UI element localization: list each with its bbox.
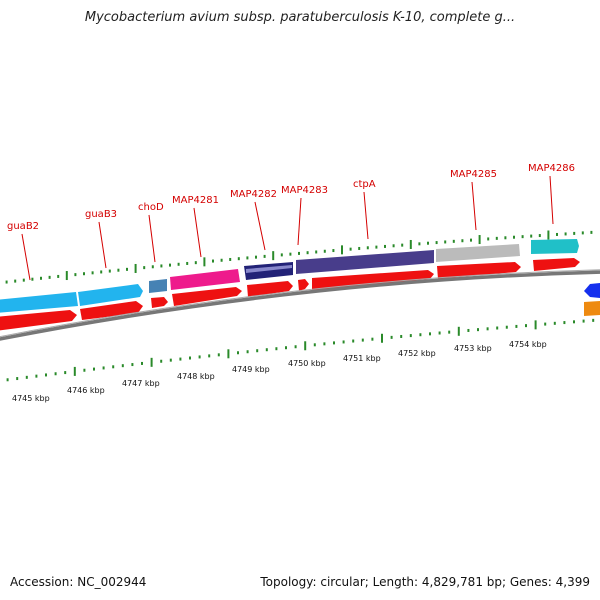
gene-label-leader-line xyxy=(549,175,554,225)
gene-label-leader-line xyxy=(471,181,477,231)
gene-label-ctpA[interactable]: ctpA xyxy=(353,179,376,190)
gene-MAP4286-feature[interactable] xyxy=(531,239,579,254)
cds-arrow[interactable] xyxy=(247,281,293,297)
backbone-circle-arc xyxy=(0,270,600,341)
kbp-label: 4751 kbp xyxy=(343,354,381,363)
kbp-label: 4748 kbp xyxy=(177,372,215,381)
cds-arrow[interactable] xyxy=(151,297,168,308)
gene-label-leader-line xyxy=(297,197,302,246)
gene-labels: guaB2 guaB3 choD MAP4281 MAP4282 MAP4283 ctpA M… xyxy=(7,163,575,281)
gene-guaB2-feature[interactable] xyxy=(0,292,78,313)
kbp-label: 4746 kbp xyxy=(67,386,105,395)
gene-MAP4285-feature[interactable] xyxy=(436,244,520,262)
offscreen-orange-feature[interactable] xyxy=(584,301,600,316)
accession-text: Accession: NC_002944 xyxy=(10,575,147,589)
gene-label-MAP4281[interactable]: MAP4281 xyxy=(172,195,219,206)
gene-label-leader-line xyxy=(98,221,107,269)
gene-label-leader-line xyxy=(363,191,369,240)
gene-MAP4282-feature-hl xyxy=(246,265,292,273)
inner-tick-track xyxy=(6,318,595,382)
cds-arrow[interactable] xyxy=(80,301,143,320)
kbp-label: 4753 kbp xyxy=(454,344,492,353)
gene-label-leader-line xyxy=(193,207,202,258)
map-title: Mycobacterium avium subsp. paratuberculo… xyxy=(84,10,516,25)
gene-label-MAP4286[interactable]: MAP4286 xyxy=(528,163,575,174)
gene-label-guaB2[interactable]: guaB2 xyxy=(7,221,39,232)
kbp-label: 4750 kbp xyxy=(288,359,326,368)
gene-guaB3-feature[interactable] xyxy=(78,284,143,306)
gene-label-MAP4283[interactable]: MAP4283 xyxy=(281,185,328,196)
kbp-label: 4747 kbp xyxy=(122,379,160,388)
feature-track-upper xyxy=(0,239,579,313)
cds-arrow[interactable] xyxy=(172,287,242,306)
kbp-label: 4745 kbp xyxy=(12,394,50,403)
topology-info-text: Topology: circular; Length: 4,829,781 bp… xyxy=(260,575,590,589)
gene-label-choD[interactable]: choD xyxy=(138,202,164,213)
offscreen-blue-feature[interactable] xyxy=(584,283,600,298)
kbp-label: 4749 kbp xyxy=(232,365,270,374)
backbone-highlight xyxy=(0,269,600,338)
gene-label-leader-line xyxy=(21,233,31,281)
cds-arrow[interactable] xyxy=(298,279,309,291)
gene-label-leader-line xyxy=(148,214,156,263)
cds-arrow[interactable] xyxy=(437,262,521,279)
gene-label-leader-line xyxy=(254,201,266,251)
gene-ctpA-feature[interactable] xyxy=(296,250,434,274)
gene-label-MAP4285[interactable]: MAP4285 xyxy=(450,169,497,180)
gene-label-MAP4282[interactable]: MAP4282 xyxy=(230,189,277,200)
gene-label-guaB3[interactable]: guaB3 xyxy=(85,209,117,220)
gene-MAP4281-feature[interactable] xyxy=(170,269,240,290)
cds-arrow[interactable] xyxy=(0,310,77,331)
kbp-label: 4752 kbp xyxy=(398,349,436,358)
outer-tick-track xyxy=(5,230,593,284)
kbp-label: 4754 kbp xyxy=(509,340,547,349)
gene-choD-feature[interactable] xyxy=(149,279,167,293)
cds-arrow[interactable] xyxy=(533,258,580,271)
kbp-labels: 4745 kbp 4746 kbp 4747 kbp 4748 kbp 4749 kbp… xyxy=(12,340,547,403)
